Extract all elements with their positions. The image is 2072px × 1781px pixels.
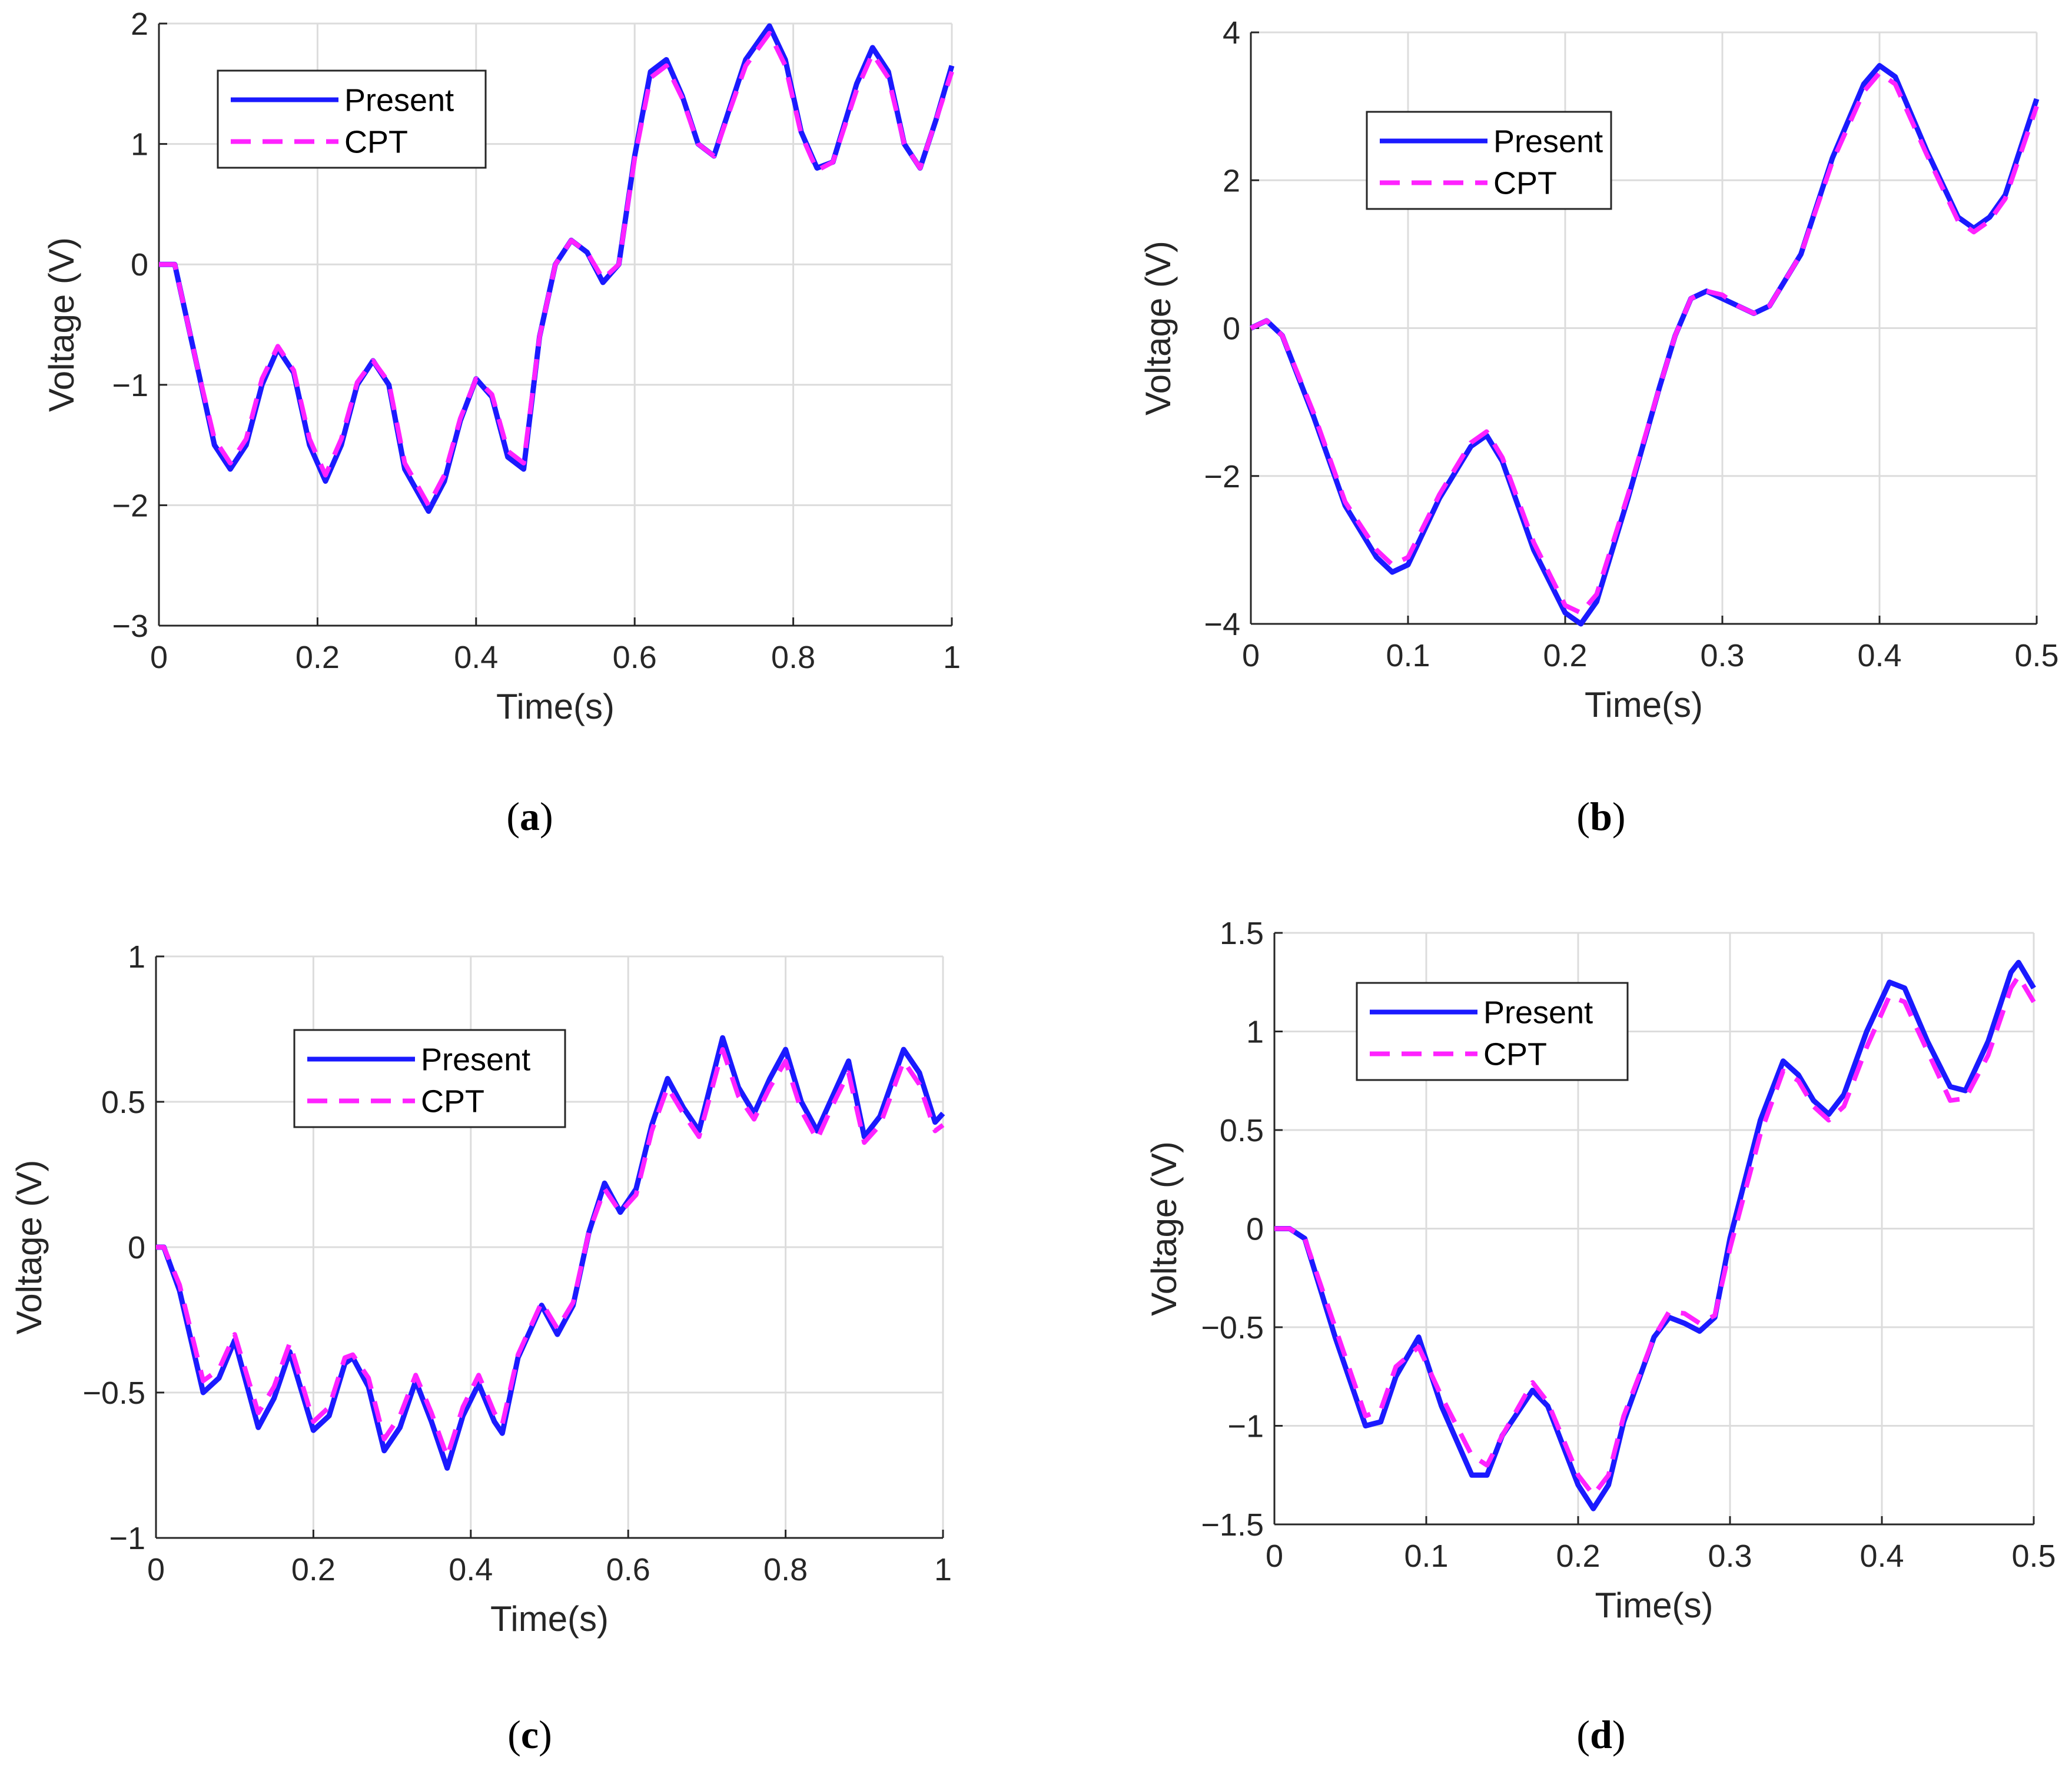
- x-tick-label: 0.2: [291, 1552, 336, 1587]
- legend: Present CPT: [1366, 111, 1612, 210]
- x-tick-label: 0.2: [1556, 1539, 1600, 1574]
- x-tick-label: 0.2: [295, 640, 340, 675]
- x-tick-label: 0.5: [2014, 638, 2058, 673]
- x-tick-label: 0.4: [1857, 638, 1901, 673]
- y-tick-label: 1: [1246, 1015, 1264, 1050]
- x-tick-label: 1: [934, 1552, 952, 1587]
- x-tick-label: 0.5: [2011, 1539, 2056, 1574]
- y-tick-label: −0.5: [82, 1375, 145, 1411]
- y-axis-title: Voltage (V): [1144, 1141, 1184, 1316]
- x-tick-label: 0.3: [1708, 1539, 1752, 1574]
- y-tick-label: 0: [128, 1230, 145, 1265]
- legend-label-cpt: CPT: [344, 124, 408, 160]
- x-tick-label: 0.4: [1860, 1539, 1904, 1574]
- legend-box: [1356, 982, 1629, 1081]
- y-tick-label: 0.5: [101, 1085, 145, 1120]
- legend: Present CPT: [1356, 982, 1629, 1081]
- x-tick-label: 0.8: [763, 1552, 808, 1587]
- x-tick-label: 0.4: [449, 1552, 493, 1587]
- x-tick-label: 0.6: [613, 640, 657, 675]
- x-tick-label: 0.6: [606, 1552, 650, 1587]
- y-tick-label: −1: [109, 1521, 145, 1556]
- y-tick-label: 2: [1223, 163, 1240, 198]
- panel-label: (b): [1576, 794, 1625, 839]
- legend: Present CPT: [293, 1029, 566, 1128]
- x-tick-label: 0.1: [1404, 1539, 1448, 1574]
- x-tick-label: 0: [150, 640, 168, 675]
- legend-box: [293, 1029, 566, 1128]
- series-line-present: [1274, 959, 2036, 1511]
- x-tick-label: 0.3: [1700, 638, 1744, 673]
- y-tick-label: −0.5: [1201, 1310, 1264, 1345]
- x-axis-title: Time(s): [490, 1599, 609, 1639]
- y-tick-label: −2: [1204, 459, 1240, 494]
- y-tick-label: 0: [1223, 311, 1240, 347]
- x-axis-title: Time(s): [1595, 1586, 1713, 1625]
- panel-label: (a): [506, 794, 553, 839]
- chart-panel-c: 0 0.2 0.4 0.6 0.8 1 −1 −0.5 0 0.5 1 Time(s) Voltage …: [9, 939, 952, 1639]
- series-line-cpt: [156, 1047, 945, 1459]
- x-tick-label: 0.2: [1543, 638, 1587, 673]
- series-line-cpt: [159, 31, 954, 508]
- panel-label: (d): [1576, 1712, 1625, 1757]
- legend-label-present: Present: [344, 83, 454, 118]
- x-axis-title: Time(s): [496, 687, 615, 726]
- legend-label-present: Present: [1483, 995, 1593, 1031]
- legend-label-present: Present: [1493, 124, 1603, 160]
- y-axis-title: Voltage (V): [42, 237, 81, 412]
- x-tick-label: 0: [1266, 1539, 1283, 1574]
- legend-box: [1366, 111, 1612, 210]
- legend-label-cpt: CPT: [421, 1084, 484, 1119]
- y-tick-label: −4: [1204, 607, 1240, 642]
- x-axis-title: Time(s): [1585, 685, 1703, 725]
- y-tick-label: −1: [1227, 1409, 1264, 1444]
- y-tick-label: −1.5: [1201, 1507, 1264, 1543]
- y-tick-label: −2: [112, 488, 148, 523]
- legend-label-cpt: CPT: [1483, 1036, 1547, 1072]
- chart-panel-d: 0 0.1 0.2 0.3 0.4 0.5 −1.5 −1 −0.5 0 0.5 1 1.5 Time(s…: [1144, 916, 2056, 1625]
- x-tick-label: 0.1: [1386, 638, 1430, 673]
- legend: Present CPT: [217, 69, 487, 169]
- legend-label-present: Present: [421, 1042, 530, 1078]
- y-axis-title: Voltage (V): [9, 1160, 49, 1335]
- chart-panel-b: 0 0.1 0.2 0.3 0.4 0.5 −4 −2 0 2 4 Time(s) Voltage (V…: [1138, 15, 2059, 725]
- legend-label-cpt: CPT: [1493, 165, 1557, 201]
- x-tick-label: 1: [943, 640, 961, 675]
- legend-box: [217, 69, 487, 169]
- y-tick-label: −3: [112, 609, 148, 644]
- y-tick-label: 0.5: [1220, 1113, 1264, 1148]
- x-tick-label: 0.4: [454, 640, 498, 675]
- y-tick-label: 1: [128, 939, 145, 975]
- x-tick-label: 0.8: [771, 640, 815, 675]
- y-axis-title: Voltage (V): [1138, 241, 1178, 416]
- chart-panel-a: 0 0.2 0.4 0.6 0.8 1 −3 −2 −1 0 1 2 Time(s) Voltage (V…: [42, 6, 961, 726]
- panel-label: (c): [507, 1712, 552, 1757]
- y-tick-label: −1: [112, 368, 148, 403]
- y-tick-label: 1: [131, 127, 148, 162]
- y-tick-label: 0: [1246, 1212, 1264, 1247]
- y-tick-label: 1.5: [1220, 916, 1264, 951]
- series-line-cpt: [1250, 71, 2039, 616]
- y-tick-label: 0: [131, 247, 148, 283]
- x-tick-label: 0: [1242, 638, 1260, 673]
- x-tick-label: 0: [147, 1552, 165, 1587]
- y-tick-label: 2: [131, 6, 148, 42]
- y-tick-label: 4: [1223, 15, 1240, 51]
